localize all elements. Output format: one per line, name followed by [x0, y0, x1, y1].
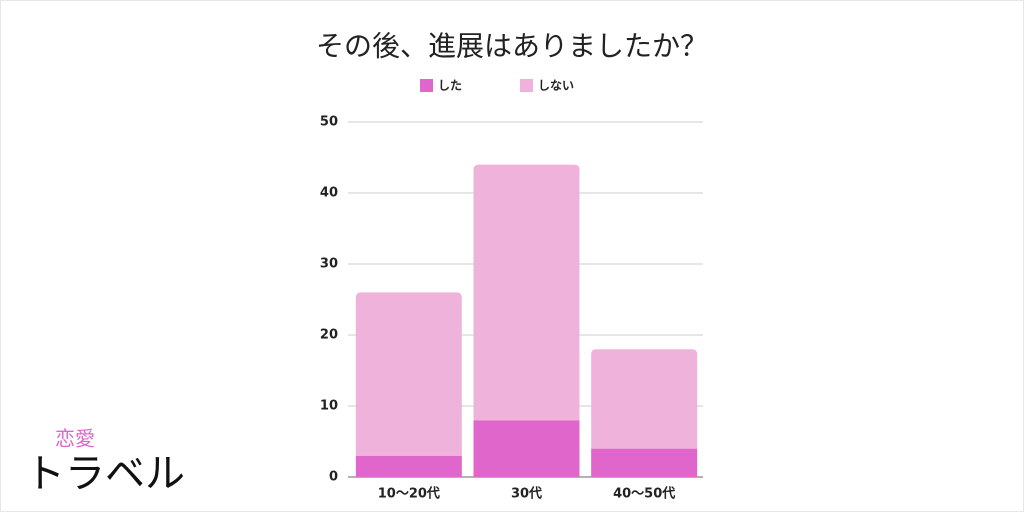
- x-tick-label: 30代: [511, 486, 542, 502]
- bar-segment: [591, 448, 698, 477]
- legend-swatch: [520, 79, 533, 92]
- bar-segment: [473, 420, 580, 477]
- x-tick-label: 40〜50代: [613, 486, 675, 502]
- bar-segment: [591, 349, 698, 449]
- y-tick-label: 50: [320, 115, 338, 130]
- y-tick-label: 10: [320, 399, 338, 414]
- bar-segment: [473, 164, 580, 421]
- y-tick-label: 20: [320, 328, 338, 343]
- chart-title: その後、進展はありましたか？: [316, 30, 708, 63]
- brand-large: トラベル: [25, 451, 185, 497]
- legend-label: した: [438, 79, 462, 93]
- y-tick-label: 40: [320, 186, 338, 201]
- x-tick-label: 10〜20代: [378, 486, 440, 502]
- brand-small: 恋愛: [55, 427, 95, 451]
- legend-label: しない: [538, 79, 574, 93]
- legend-swatch: [420, 79, 433, 92]
- bar-segment: [355, 292, 462, 456]
- y-tick-label: 30: [320, 257, 338, 272]
- y-tick-label: 0: [329, 470, 338, 485]
- bar-segment: [355, 455, 462, 477]
